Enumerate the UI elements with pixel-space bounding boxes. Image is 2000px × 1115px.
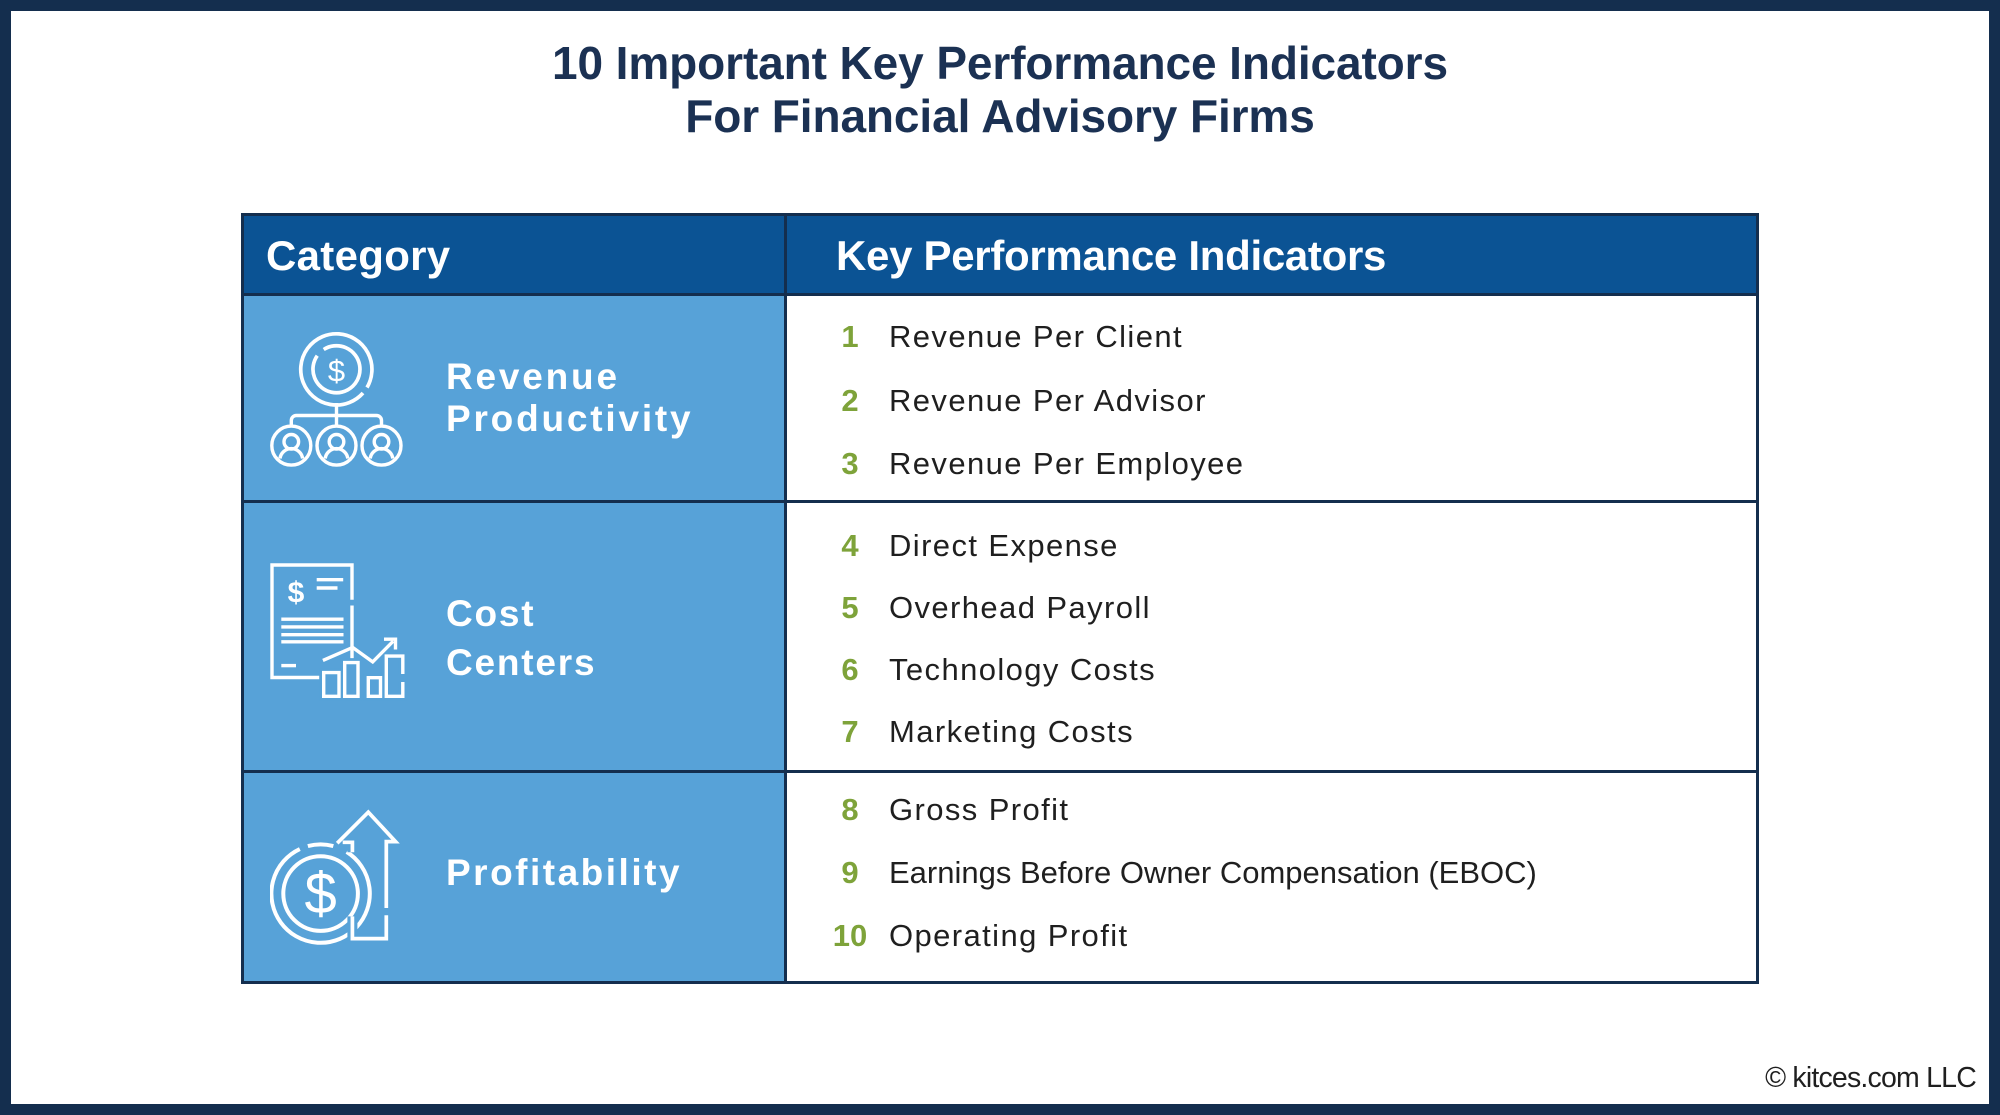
svg-text:$: $	[328, 354, 345, 389]
svg-text:$: $	[304, 861, 336, 926]
svg-text:$: $	[288, 577, 305, 610]
